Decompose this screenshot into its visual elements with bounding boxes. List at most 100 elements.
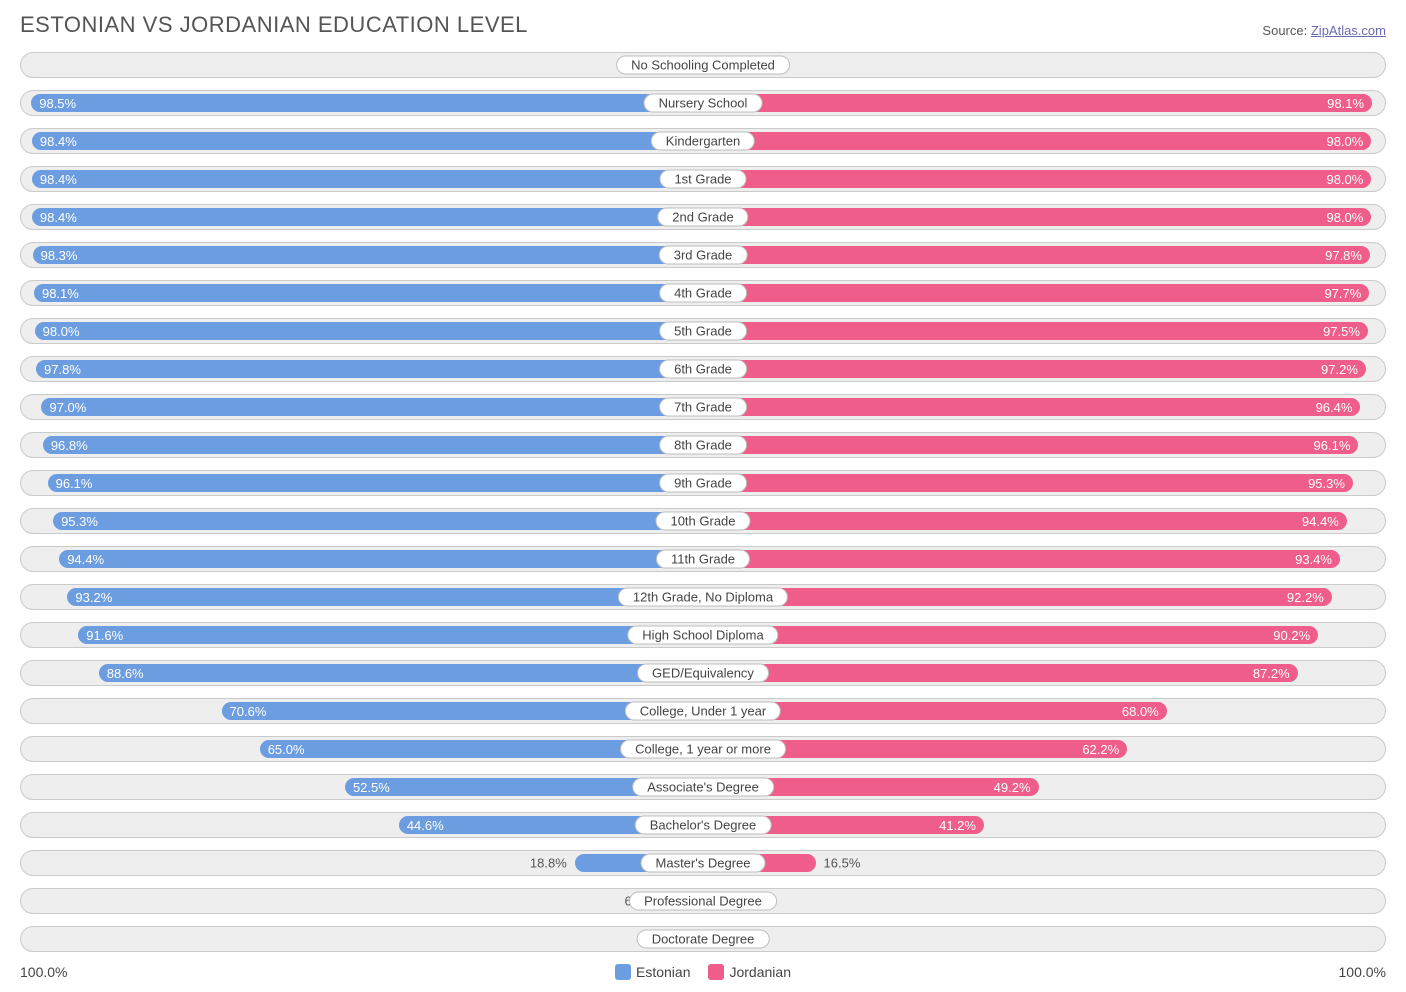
bar-left: 97.8% (36, 360, 703, 378)
chart-row: 98.4% 98.0%1st Grade (20, 166, 1386, 192)
bar-right-value: 16.5% (824, 856, 861, 871)
category-label: Master's Degree (641, 854, 766, 873)
bar-right: 97.5% (703, 322, 1368, 340)
chart-row: 98.4%98.0%2nd Grade (20, 204, 1386, 230)
bar-left: 98.4% (32, 132, 703, 150)
bar-right: 96.1% (703, 436, 1358, 454)
bar-right: 98.0% (703, 170, 1371, 188)
bar-right-value: 97.7% (1324, 286, 1361, 301)
bar-right-value: 41.2% (939, 818, 976, 833)
bar-left: 88.6% (99, 664, 703, 682)
chart-row: 18.8%16.5%Master's Degree (20, 850, 1386, 876)
bar-left: 98.5% (31, 94, 703, 112)
category-label: GED/Equivalency (637, 664, 769, 683)
bar-right-value: 98.0% (1326, 134, 1363, 149)
legend-left-swatch (615, 964, 631, 980)
chart-title: ESTONIAN VS JORDANIAN EDUCATION LEVEL (20, 12, 528, 38)
source-link[interactable]: ZipAtlas.com (1311, 23, 1386, 38)
category-label: 6th Grade (659, 360, 747, 379)
chart-header: ESTONIAN VS JORDANIAN EDUCATION LEVEL So… (20, 12, 1386, 38)
chart-row: 98.3% 97.8% 3rd Grade (20, 242, 1386, 268)
category-label: Doctorate Degree (637, 930, 770, 949)
bar-left: 98.0% (35, 322, 703, 340)
bar-right: 97.7% (703, 284, 1369, 302)
bar-left-value: 94.4% (67, 552, 104, 567)
bar-left: 98.1% (34, 284, 703, 302)
bar-left-value: 97.8% (44, 362, 81, 377)
chart-row: 98.4% 98.0% Kindergarten (20, 128, 1386, 154)
category-label: 8th Grade (659, 436, 747, 455)
bar-left: 94.4% (59, 550, 703, 568)
bar-left-value: 95.3% (61, 514, 98, 529)
bar-right-value: 97.8% (1325, 248, 1362, 263)
bar-right: 90.2% (703, 626, 1318, 644)
bar-right-value: 94.4% (1302, 514, 1339, 529)
bar-left: 98.4% (32, 170, 703, 188)
bar-left-value: 98.4% (40, 172, 77, 187)
bar-right: 92.2% (703, 588, 1332, 606)
category-label: High School Diploma (627, 626, 778, 645)
bar-left: 96.1% (48, 474, 703, 492)
category-label: 2nd Grade (657, 208, 748, 227)
bar-right-value: 87.2% (1253, 666, 1290, 681)
bar-right-value: 95.3% (1308, 476, 1345, 491)
bar-right-value: 97.5% (1323, 324, 1360, 339)
chart-row: 6.0%4.7%Professional Degree (20, 888, 1386, 914)
legend-right-swatch (708, 964, 724, 980)
chart-row: 52.5%49.2%Associate's Degree (20, 774, 1386, 800)
bar-left: 98.3% (33, 246, 703, 264)
bar-left-value: 98.4% (40, 134, 77, 149)
chart-row: 96.1%95.3%9th Grade (20, 470, 1386, 496)
chart-row: 70.6%68.0%College, Under 1 year (20, 698, 1386, 724)
chart-row: 98.0% 97.5% 5th Grade (20, 318, 1386, 344)
bar-left-value: 98.1% (42, 286, 79, 301)
category-label: Kindergarten (651, 132, 755, 151)
bar-left-value: 98.0% (43, 324, 80, 339)
bar-left: 98.4% (32, 208, 703, 226)
chart-row: 94.4% 93.4% 11th Grade (20, 546, 1386, 572)
bar-left-value: 98.3% (41, 248, 78, 263)
chart-row: 1.6%2.0%No Schooling Completed (20, 52, 1386, 78)
category-label: No Schooling Completed (616, 56, 790, 75)
category-label: Associate's Degree (632, 778, 774, 797)
bar-right: 93.4% (703, 550, 1340, 568)
bar-left-value: 98.5% (39, 96, 76, 111)
bar-right: 94.4% (703, 512, 1347, 530)
bar-left: 95.3% (53, 512, 703, 530)
bar-right-value: 93.4% (1295, 552, 1332, 567)
bar-right-value: 90.2% (1273, 628, 1310, 643)
category-label: 3rd Grade (659, 246, 748, 265)
category-label: Professional Degree (629, 892, 777, 911)
bar-right-value: 92.2% (1287, 590, 1324, 605)
chart-row: 65.0% 62.2% College, 1 year or more (20, 736, 1386, 762)
bar-left-value: 65.0% (268, 742, 305, 757)
axis-right-label: 100.0% (1339, 964, 1386, 980)
bar-left-value: 70.6% (230, 704, 267, 719)
bar-right-value: 68.0% (1122, 704, 1159, 719)
chart-row: 44.6%41.2%Bachelor's Degree (20, 812, 1386, 838)
chart-row: 95.3%94.4%10th Grade (20, 508, 1386, 534)
bar-left-value: 91.6% (86, 628, 123, 643)
category-label: College, 1 year or more (620, 740, 786, 759)
bar-left-value: 93.2% (75, 590, 112, 605)
bar-right: 98.1% (703, 94, 1372, 112)
category-label: 11th Grade (656, 550, 750, 569)
bar-right-value: 96.4% (1316, 400, 1353, 415)
category-label: 7th Grade (659, 398, 747, 417)
bar-right: 98.0% (703, 132, 1371, 150)
chart-row: 88.6% 87.2% GED/Equivalency (20, 660, 1386, 686)
chart-source: Source: ZipAtlas.com (1262, 23, 1386, 38)
legend-right: Jordanian (708, 964, 791, 980)
bar-left: 93.2% (67, 588, 703, 606)
bar-right-value: 97.2% (1321, 362, 1358, 377)
bar-right: 97.8% (703, 246, 1370, 264)
category-label: 12th Grade, No Diploma (618, 588, 788, 607)
bar-left-value: 98.4% (40, 210, 77, 225)
category-label: 1st Grade (659, 170, 746, 189)
bar-right-value: 98.1% (1327, 96, 1364, 111)
chart-row: 93.2% 92.2% 12th Grade, No Diploma (20, 584, 1386, 610)
bar-right-value: 62.2% (1082, 742, 1119, 757)
category-label: 5th Grade (659, 322, 747, 341)
bar-left-value: 96.1% (56, 476, 93, 491)
bar-right: 97.2% (703, 360, 1366, 378)
